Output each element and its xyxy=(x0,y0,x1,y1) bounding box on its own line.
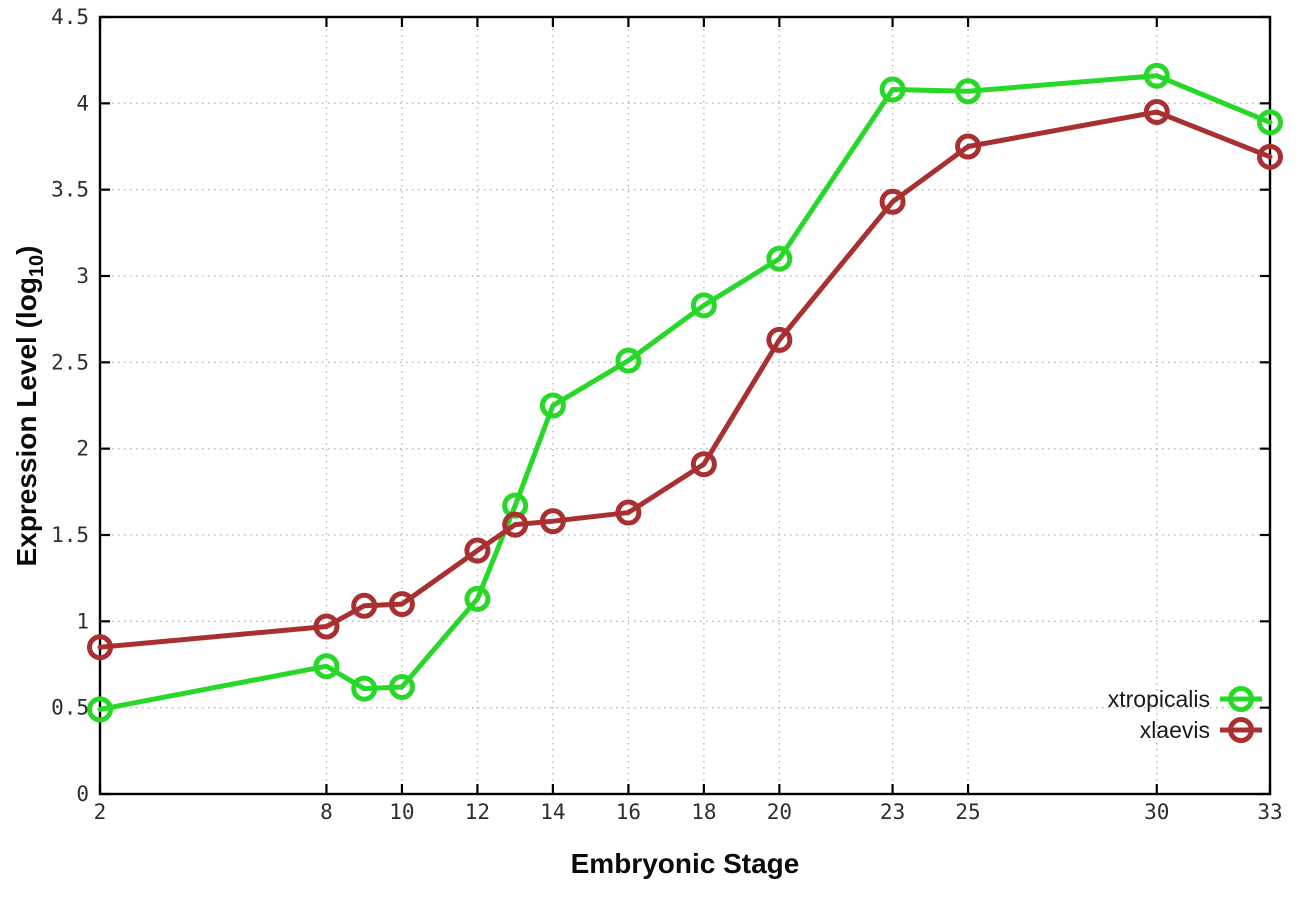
x-tick-label: 30 xyxy=(1144,800,1169,824)
y-tick-label: 2.5 xyxy=(51,350,89,374)
data-series xyxy=(87,62,1283,723)
data-point-xlaevis xyxy=(766,326,793,353)
y-tick-label: 0 xyxy=(76,782,89,806)
legend-item-xlaevis: xlaevis xyxy=(1140,717,1262,743)
data-point-xtropicalis xyxy=(464,585,491,612)
legend-sample-marker xyxy=(1228,686,1254,712)
data-point-xlaevis xyxy=(955,133,982,160)
data-point-xlaevis xyxy=(87,634,113,661)
data-point-xtropicalis xyxy=(539,392,566,419)
x-tick-label: 14 xyxy=(540,800,565,824)
y-tick-label: 4.5 xyxy=(51,5,89,29)
data-point-xtropicalis xyxy=(313,653,340,680)
data-point-xtropicalis xyxy=(388,673,415,700)
x-tick-label: 12 xyxy=(465,800,490,824)
x-tick-label: 10 xyxy=(389,800,414,824)
data-point-xlaevis xyxy=(464,537,491,564)
data-point-xtropicalis xyxy=(351,675,378,702)
data-point-xlaevis xyxy=(1143,98,1170,125)
data-point-xlaevis xyxy=(502,511,529,538)
y-tick-label: 0.5 xyxy=(51,696,89,720)
legend-label-xtropicalis: xtropicalis xyxy=(1108,686,1210,712)
y-axis-title: Expression Level (log10) xyxy=(11,246,48,567)
x-tick-label: 18 xyxy=(691,800,716,824)
legend: xtropicalis xlaevis xyxy=(1108,686,1262,743)
y-tick-label: 1.5 xyxy=(51,523,89,547)
data-point-xtropicalis xyxy=(1257,109,1283,136)
data-point-xlaevis xyxy=(313,613,340,640)
y-tick-label: 3.5 xyxy=(51,178,89,202)
x-tick-labels: 2 8 10 12 14 16 18 20 23 25 30 33 xyxy=(94,800,1283,824)
data-point-xlaevis xyxy=(879,188,906,215)
series-line-xlaevis xyxy=(97,109,1273,650)
plot-border xyxy=(98,15,1272,796)
legend-label-xlaevis: xlaevis xyxy=(1140,717,1210,743)
y-tick-label: 2 xyxy=(76,437,89,461)
x-tick-label: 23 xyxy=(880,800,905,824)
y-axis-title-close: ) xyxy=(11,246,42,255)
x-tick-label: 33 xyxy=(1257,800,1282,824)
y-tick-label: 4 xyxy=(76,91,89,115)
series-line-xtropicalis xyxy=(97,73,1273,712)
data-point-xlaevis xyxy=(615,499,642,526)
series-xtropicalis xyxy=(87,62,1283,723)
series-xlaevis xyxy=(87,98,1283,661)
data-point-xlaevis xyxy=(690,451,717,478)
data-point-xtropicalis xyxy=(615,347,642,374)
data-point-xtropicalis xyxy=(879,76,906,103)
x-tick-label: 25 xyxy=(955,800,980,824)
data-point-xtropicalis xyxy=(766,245,793,272)
y-tick-labels: 0 0.5 1 1.5 2 2.5 3 3.5 4 4.5 xyxy=(51,5,89,806)
data-point-xlaevis xyxy=(388,591,415,618)
data-point-xtropicalis xyxy=(1143,62,1170,89)
y-axis-title-subscript: 10 xyxy=(26,255,48,277)
y-tick-label: 1 xyxy=(76,609,89,633)
data-point-xlaevis xyxy=(351,592,378,619)
data-point-xlaevis xyxy=(539,508,566,535)
x-axis-title: Embryonic Stage xyxy=(571,848,800,879)
data-point-xtropicalis xyxy=(955,78,982,105)
y-axis-title-main: Expression Level (log xyxy=(11,277,42,566)
data-point-xtropicalis xyxy=(690,292,717,319)
y-tick-label: 3 xyxy=(76,264,89,288)
legend-sample-marker xyxy=(1228,717,1254,743)
data-point-xtropicalis xyxy=(87,696,113,723)
data-point-xlaevis xyxy=(1257,143,1283,170)
legend-item-xtropicalis: xtropicalis xyxy=(1108,686,1262,712)
x-tick-label: 16 xyxy=(616,800,641,824)
x-tick-label: 20 xyxy=(767,800,792,824)
x-tick-label: 2 xyxy=(94,800,107,824)
x-tick-label: 8 xyxy=(320,800,333,824)
